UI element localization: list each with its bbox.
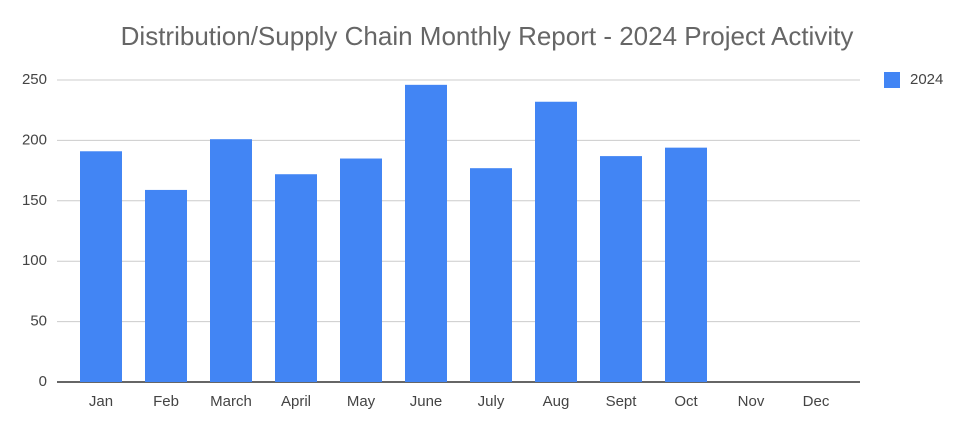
x-tick-label: Nov (738, 393, 765, 410)
bar (665, 147, 707, 382)
bar (80, 151, 122, 382)
y-tick-label: 250 (22, 71, 47, 88)
x-tick-label: May (347, 393, 376, 410)
x-tick-label: Aug (543, 393, 570, 410)
legend-swatch (884, 72, 900, 88)
bar (470, 168, 512, 382)
y-tick-label: 50 (30, 313, 47, 330)
x-tick-label: Feb (153, 393, 179, 410)
x-tick-label: Jan (89, 393, 113, 410)
y-tick-label: 200 (22, 131, 47, 148)
y-tick-label: 0 (39, 373, 47, 390)
bar (275, 174, 317, 382)
x-tick-label: Dec (803, 393, 830, 410)
bar (600, 156, 642, 382)
bar (340, 158, 382, 382)
x-tick-label: July (478, 393, 505, 410)
x-tick-label: March (210, 393, 252, 410)
x-tick-label: Sept (606, 393, 638, 410)
chart-title: Distribution/Supply Chain Monthly Report… (121, 21, 854, 51)
bar (535, 101, 577, 382)
y-tick-label: 100 (22, 252, 47, 269)
x-tick-label: Oct (674, 393, 698, 410)
bar (405, 84, 447, 382)
y-tick-label: 150 (22, 192, 47, 209)
legend-label: 2024 (910, 71, 943, 88)
x-tick-label: April (281, 393, 311, 410)
bar (145, 189, 187, 382)
x-tick-label: June (410, 393, 443, 410)
bar (210, 139, 252, 382)
